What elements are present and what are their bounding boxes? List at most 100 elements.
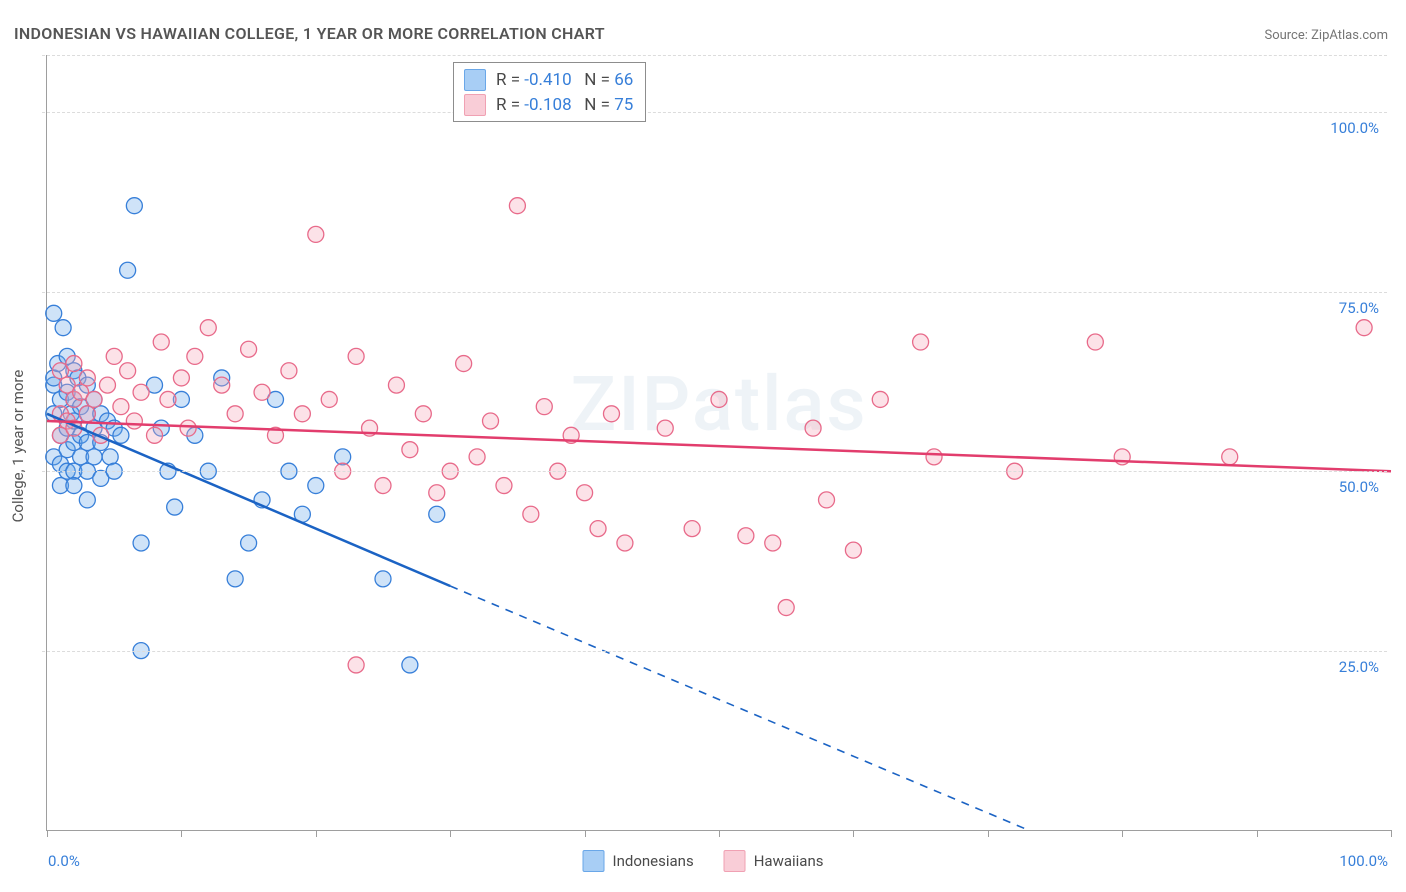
data-point (241, 341, 257, 357)
data-point (684, 521, 700, 537)
data-point (66, 356, 82, 372)
x-tick (585, 830, 586, 837)
data-point (113, 427, 129, 443)
legend-item: Hawaiians (724, 850, 824, 872)
data-point (180, 420, 196, 436)
data-point (348, 348, 364, 364)
data-point (711, 391, 727, 407)
data-point (46, 305, 62, 321)
data-point (113, 399, 129, 415)
data-point (388, 377, 404, 393)
data-point (55, 320, 71, 336)
trend-line (47, 414, 450, 586)
data-point (133, 384, 149, 400)
data-point (469, 449, 485, 465)
bottom-legend: Indonesians Hawaiians (583, 850, 824, 872)
data-point (335, 449, 351, 465)
legend-label: Indonesians (613, 852, 694, 870)
x-tick (853, 830, 854, 837)
data-point (1087, 334, 1103, 350)
data-point (79, 370, 95, 386)
data-point (254, 384, 270, 400)
x-tick (450, 830, 451, 837)
x-tick (1122, 830, 1123, 837)
data-point (429, 506, 445, 522)
legend-swatch (464, 94, 486, 116)
data-point (738, 528, 754, 544)
data-point (187, 348, 203, 364)
data-point (160, 391, 176, 407)
data-point (496, 478, 512, 494)
gridline (42, 651, 1387, 652)
trend-line-dashed (450, 586, 1028, 830)
data-point (415, 406, 431, 422)
data-point (1222, 449, 1238, 465)
chart-title: INDONESIAN VS HAWAIIAN COLLEGE, 1 YEAR O… (14, 24, 605, 43)
data-point (200, 320, 216, 336)
data-point (321, 391, 337, 407)
data-point (819, 492, 835, 508)
data-point (126, 413, 142, 429)
x-tick (181, 830, 182, 837)
y-tick-label: 100.0% (1330, 119, 1379, 137)
data-point (778, 600, 794, 616)
data-point (348, 657, 364, 673)
data-point (523, 506, 539, 522)
y-tick-label: 75.0% (1339, 299, 1379, 317)
data-point (120, 262, 136, 278)
legend-label: Hawaiians (754, 852, 824, 870)
data-point (509, 198, 525, 214)
data-point (167, 499, 183, 515)
stat-legend-text: R = -0.108 N = 75 (496, 93, 633, 118)
data-point (308, 478, 324, 494)
plot-svg (47, 55, 1391, 830)
data-point (590, 521, 606, 537)
data-point (308, 226, 324, 242)
source-label: Source: ZipAtlas.com (1264, 28, 1388, 43)
data-point (483, 413, 499, 429)
gridline (42, 292, 1387, 293)
data-point (926, 449, 942, 465)
gridline (42, 471, 1387, 472)
data-point (147, 427, 163, 443)
data-point (603, 406, 619, 422)
data-point (577, 485, 593, 501)
x-tick (988, 830, 989, 837)
legend-swatch (464, 69, 486, 91)
data-point (66, 478, 82, 494)
x-tick (316, 830, 317, 837)
y-tick-label: 25.0% (1339, 658, 1379, 676)
data-point (120, 363, 136, 379)
data-point (402, 442, 418, 458)
gridline (42, 112, 1387, 113)
data-point (872, 391, 888, 407)
data-point (86, 449, 102, 465)
data-point (102, 449, 118, 465)
legend-swatch (724, 850, 746, 872)
data-point (227, 406, 243, 422)
data-point (402, 657, 418, 673)
x-tick (719, 830, 720, 837)
data-point (86, 391, 102, 407)
stat-legend-row: R = -0.410 N = 66 (464, 68, 633, 93)
x-tick-label: 0.0% (48, 852, 80, 870)
gridline (42, 55, 1387, 56)
y-tick-label: 50.0% (1339, 478, 1379, 496)
data-point (805, 420, 821, 436)
data-point (214, 377, 230, 393)
legend-swatch (583, 850, 605, 872)
data-point (79, 406, 95, 422)
stat-legend-text: R = -0.410 N = 66 (496, 68, 633, 93)
y-axis-label: College, 1 year or more (9, 370, 27, 523)
trend-line (47, 421, 1391, 471)
data-point (173, 370, 189, 386)
data-point (153, 334, 169, 350)
data-point (429, 485, 445, 501)
plot-area: ZIPatlas 25.0%50.0%75.0%100.0% (46, 55, 1391, 831)
x-tick (1391, 830, 1392, 837)
data-point (241, 535, 257, 551)
data-point (913, 334, 929, 350)
legend-item: Indonesians (583, 850, 694, 872)
x-tick (1257, 830, 1258, 837)
data-point (456, 356, 472, 372)
